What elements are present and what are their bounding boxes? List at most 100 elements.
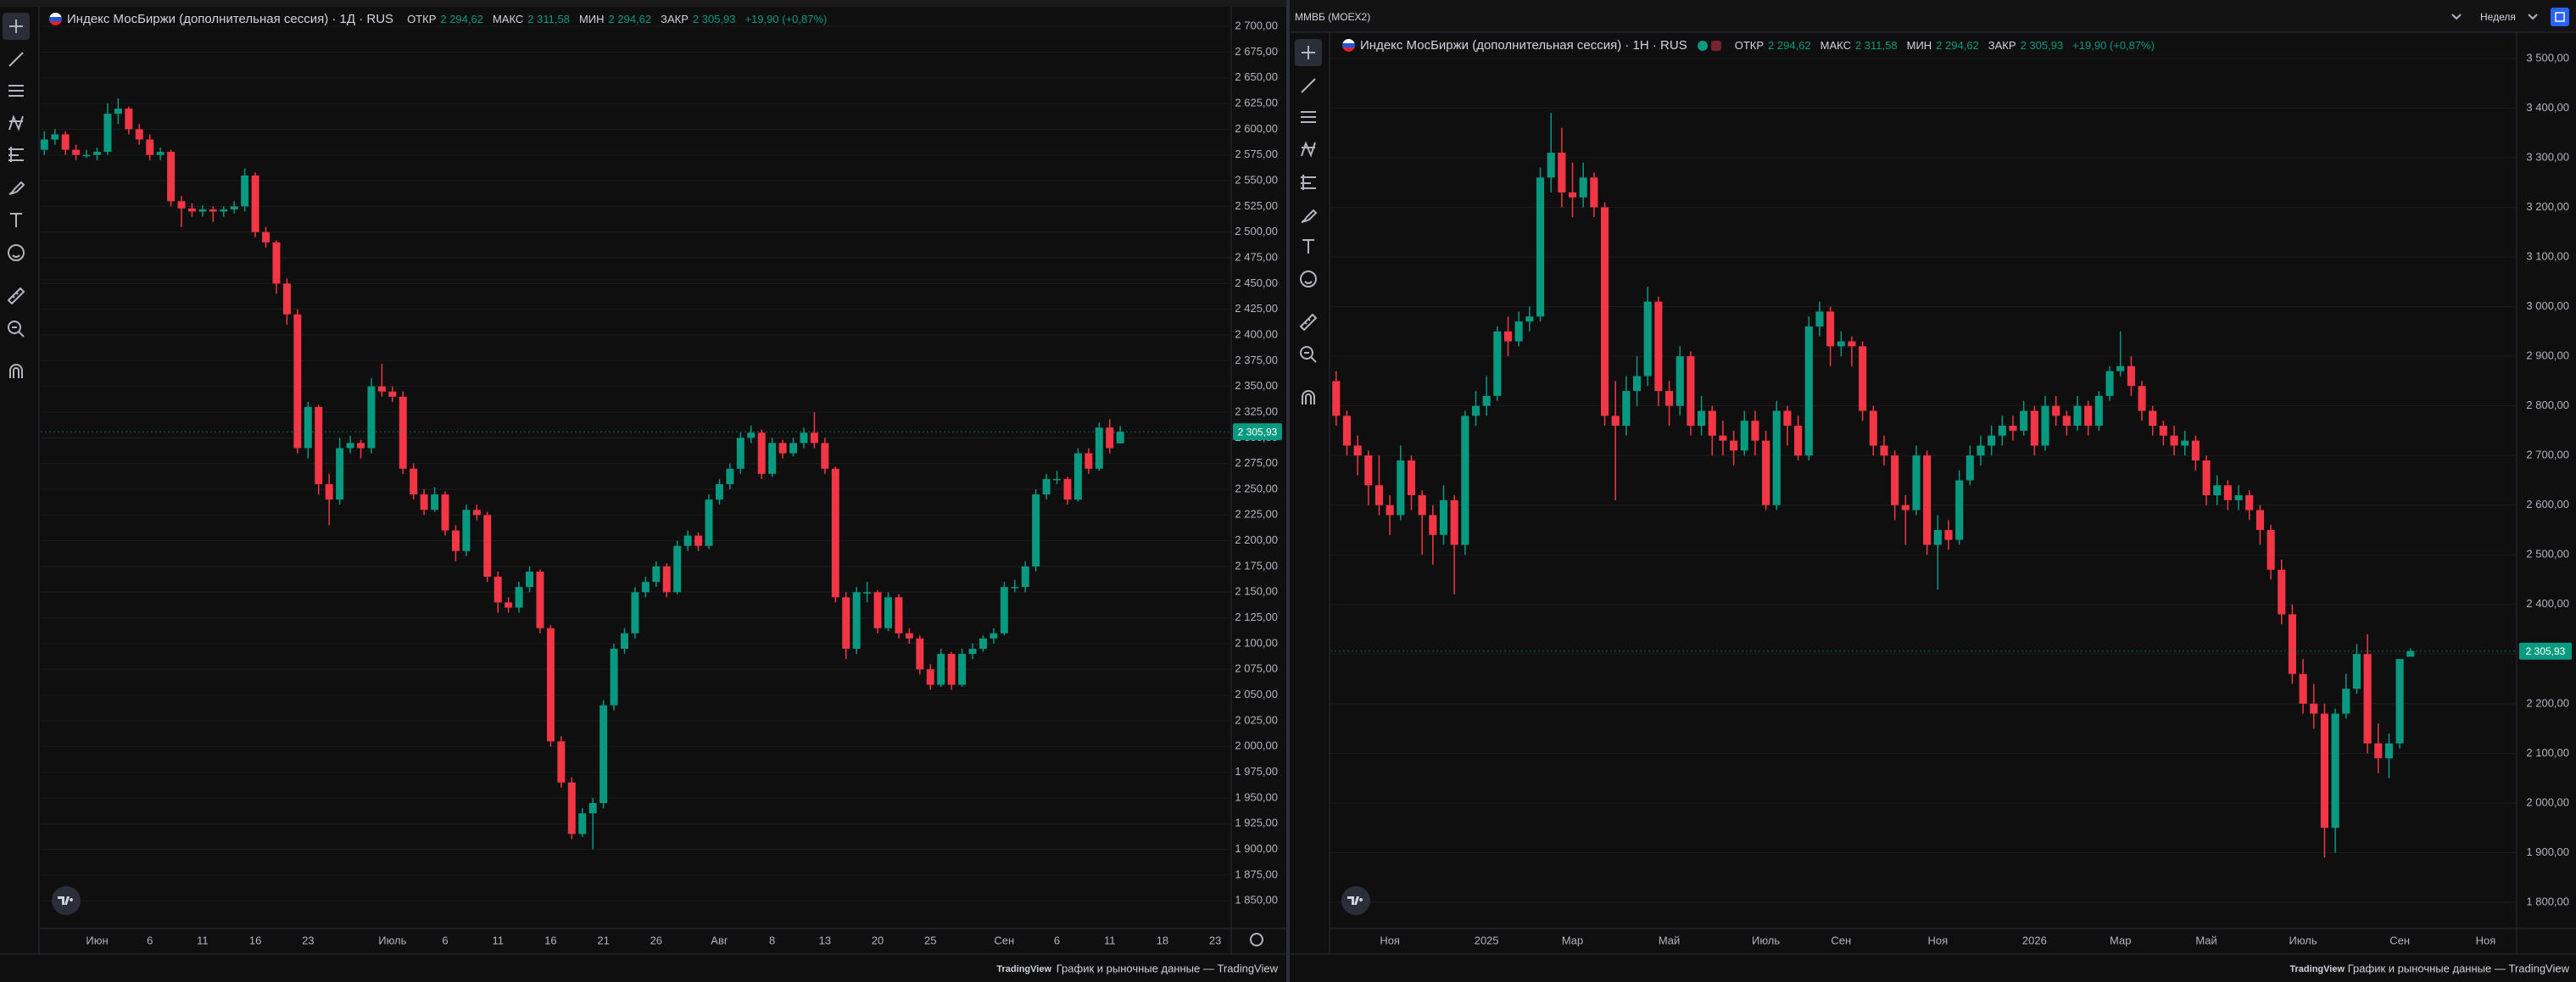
- candle-body: [1429, 515, 1437, 535]
- candle-body: [2213, 485, 2222, 495]
- candle-body: [873, 592, 882, 628]
- candle-body: [2084, 405, 2093, 427]
- y-tick-label: 2 225,00: [1235, 508, 1278, 521]
- candle-body: [167, 152, 176, 202]
- interval-select[interactable]: Неделя: [2480, 11, 2516, 23]
- candle-body: [2116, 365, 2125, 371]
- x-tick-label: Сен: [1831, 934, 1851, 946]
- y-tick-label: 2 200,00: [2526, 696, 2569, 709]
- candle-body: [821, 443, 829, 469]
- candle-body: [947, 654, 956, 685]
- price-tag-label: 2 305,93: [2526, 645, 2566, 657]
- candle-body: [472, 510, 481, 516]
- candle-body: [2267, 529, 2275, 570]
- candle-body: [1579, 177, 1587, 198]
- candle-body: [1374, 485, 1384, 505]
- candle-body: [1471, 405, 1480, 416]
- y-tick-label: 2 100,00: [2526, 746, 2569, 759]
- tool-icon[interactable]: [1302, 239, 1314, 254]
- candle-body: [1654, 301, 1663, 392]
- y-tick-label: 2 125,00: [1235, 611, 1278, 623]
- tool-icon[interactable]: [9, 364, 23, 378]
- candle-body: [1977, 445, 1985, 456]
- candle-body: [2299, 673, 2307, 704]
- candle-body: [1676, 356, 1684, 406]
- settings-icon[interactable]: [1250, 933, 1263, 946]
- x-tick-label: Июль: [1752, 934, 1780, 946]
- tool-icon[interactable]: [1301, 78, 1316, 93]
- legend-header: Индекс МосБиржи (дополнительная сессия) …: [49, 12, 832, 26]
- tool-icon[interactable]: [1301, 209, 1318, 223]
- tool-icon[interactable]: [8, 114, 24, 131]
- y-tick-label: 1 925,00: [1235, 817, 1278, 829]
- tool-icon[interactable]: [7, 244, 25, 261]
- candle-body: [662, 566, 671, 593]
- tool-icon[interactable]: [1302, 390, 1315, 405]
- candle-body: [1730, 440, 1738, 451]
- candle-body: [241, 175, 249, 207]
- x-tick-label: 11: [492, 934, 504, 946]
- candle-body: [884, 597, 892, 628]
- legend-value: +19,90 (+0,87%): [2072, 39, 2155, 52]
- tool-icon[interactable]: [1301, 141, 1316, 158]
- tool-icon[interactable]: [7, 321, 25, 338]
- y-tick-label: 2 000,00: [1235, 739, 1278, 752]
- candle-body: [2181, 440, 2189, 446]
- y-tick-label: 2 450,00: [1235, 276, 1278, 289]
- y-tick-label: 2 550,00: [1235, 173, 1278, 186]
- candle-body: [2374, 743, 2383, 759]
- tool-icon[interactable]: [10, 213, 22, 227]
- y-tick-label: 2 400,00: [1235, 327, 1278, 340]
- candle-body: [1386, 505, 1394, 516]
- candle-body: [1880, 445, 1888, 456]
- tool-icon[interactable]: [8, 147, 24, 162]
- candle-body: [177, 201, 186, 209]
- y-tick-label: 2 700,00: [1235, 19, 1278, 31]
- y-tick-label: 1 900,00: [1235, 842, 1278, 855]
- tool-icon[interactable]: [1299, 271, 1317, 287]
- tool-icon[interactable]: [1301, 111, 1316, 123]
- tool-icon[interactable]: [1301, 175, 1316, 190]
- legend-header: Индекс МосБиржи (дополнительная сессия) …: [1342, 38, 2160, 53]
- candle-body: [2310, 703, 2318, 714]
- candle-body: [441, 494, 449, 531]
- candle-body: [588, 802, 597, 814]
- candle-body: [325, 483, 333, 500]
- candle-body: [146, 139, 154, 155]
- y-tick-label: 2 900,00: [2526, 349, 2569, 362]
- candle-body: [768, 443, 777, 474]
- candle-body: [1643, 301, 1652, 377]
- tool-icon[interactable]: [8, 85, 24, 97]
- tool-icon[interactable]: [9, 20, 23, 33]
- candle-body: [1536, 177, 1545, 317]
- layout-button[interactable]: [2551, 8, 2569, 26]
- candle-body: [557, 741, 566, 783]
- candle-body: [357, 443, 365, 449]
- candle-body: [1933, 529, 1942, 545]
- tool-icon[interactable]: [1299, 313, 1318, 332]
- candle-body: [1815, 311, 1824, 326]
- tool-icon[interactable]: [1299, 346, 1317, 363]
- tool-icon[interactable]: [7, 287, 25, 305]
- candle-body: [515, 587, 523, 608]
- symbol-select[interactable]: ММВБ (MOEX2): [1295, 11, 1370, 23]
- y-tick-label: 3 200,00: [2526, 200, 2569, 213]
- candle-body: [2255, 510, 2264, 530]
- y-tick-label: 2 350,00: [1235, 379, 1278, 392]
- tool-icon[interactable]: [8, 181, 25, 195]
- tool-icon[interactable]: [8, 52, 24, 67]
- tool-icon[interactable]: [1302, 46, 1315, 59]
- panel-divider: [1286, 0, 1290, 982]
- chart-title: Индекс МосБиржи (дополнительная сессия) …: [67, 12, 394, 26]
- chevron[interactable]: [2451, 14, 2462, 20]
- candle-body: [1794, 426, 1803, 456]
- y-tick-label: 2 800,00: [2526, 399, 2569, 411]
- candle-body: [1837, 341, 1845, 347]
- candle-body: [2105, 371, 2114, 396]
- candle-body: [1632, 376, 1642, 392]
- tv-logo-mark: [58, 896, 74, 905]
- x-tick-label: 16: [544, 934, 556, 946]
- x-tick-label: 6: [147, 934, 153, 946]
- candle-body: [1869, 410, 1877, 446]
- chevron[interactable]: [2528, 14, 2538, 20]
